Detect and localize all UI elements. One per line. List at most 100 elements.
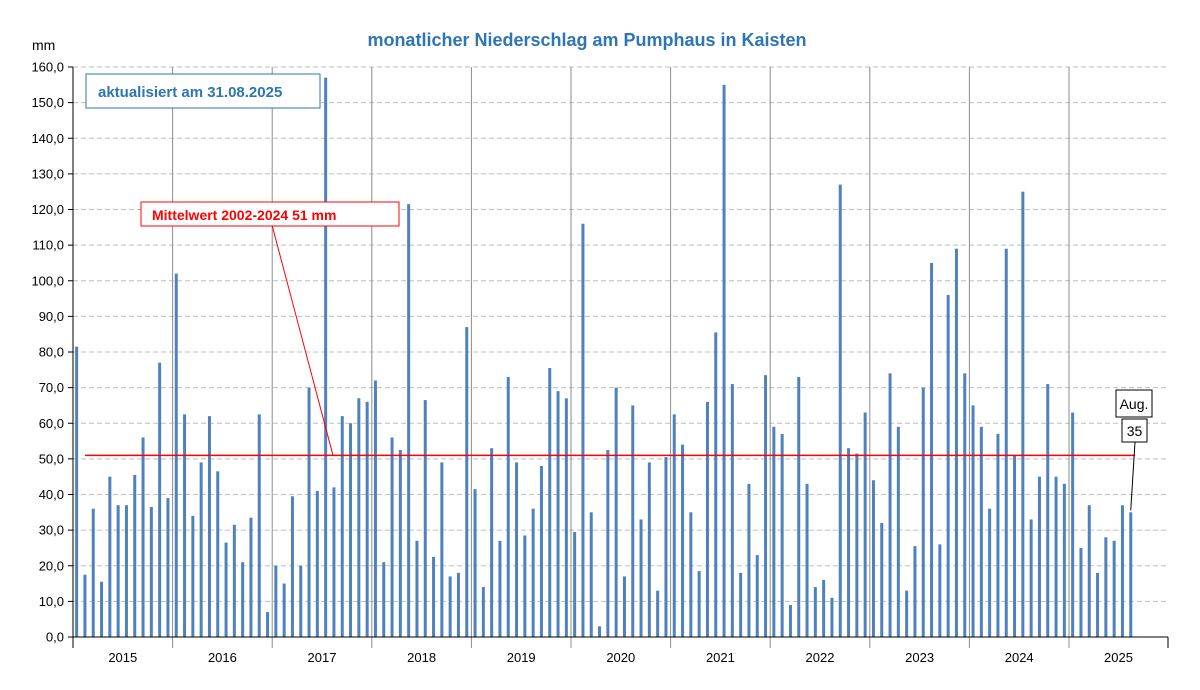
last-point-leader <box>1130 441 1136 511</box>
bar <box>805 483 809 637</box>
y-tick-label: 150,0 <box>31 95 64 110</box>
bar <box>564 398 568 637</box>
x-year-label: 2016 <box>208 650 237 665</box>
bar <box>199 462 203 637</box>
y-tick-label: 10,0 <box>39 594 64 609</box>
bar <box>722 84 726 637</box>
bar <box>432 556 436 637</box>
bar <box>149 506 153 637</box>
bar <box>75 346 79 637</box>
bars <box>75 77 1133 637</box>
bar <box>780 433 784 637</box>
bar <box>1079 547 1083 637</box>
bar <box>1004 248 1008 637</box>
bar <box>116 505 120 637</box>
bar <box>589 512 593 637</box>
bar <box>730 384 734 637</box>
bar <box>1037 476 1041 637</box>
year-dividers <box>172 67 1070 648</box>
bar <box>83 574 87 637</box>
bar <box>639 519 643 637</box>
bar <box>838 184 842 637</box>
bar <box>315 490 319 637</box>
mean-callout-label: Mittelwert 2002-2024 51 mm <box>152 207 336 223</box>
bar <box>664 457 668 637</box>
bar <box>847 448 851 637</box>
bar <box>91 508 95 637</box>
bar <box>822 580 826 637</box>
y-tick-label: 50,0 <box>39 451 64 466</box>
x-year-labels: 2015 2016 2017 2018 2019 2020 2021 2022 2023 2024… <box>108 650 1133 665</box>
mean-callout-leader <box>271 224 334 456</box>
bar <box>1096 572 1100 637</box>
bar <box>440 462 444 637</box>
bar <box>672 414 676 637</box>
bar <box>448 576 452 637</box>
x-year-label: 2020 <box>606 650 635 665</box>
bar <box>764 375 768 637</box>
y-tick-label: 70,0 <box>39 380 64 395</box>
bar <box>689 512 693 637</box>
bar <box>1054 476 1058 637</box>
gridlines <box>73 66 1168 602</box>
bar <box>398 449 402 637</box>
bar <box>871 480 875 637</box>
bar <box>1071 412 1075 637</box>
mean-callout-box <box>140 201 400 227</box>
y-tick-label: 120,0 <box>31 202 64 217</box>
annotations: aktualisiert am 31.08.2025 Aug. 35 <box>85 73 1153 511</box>
bar <box>681 444 685 637</box>
bar <box>556 391 560 637</box>
bar <box>1029 519 1033 637</box>
x-year-label: 2022 <box>806 650 835 665</box>
y-tick-label: 30,0 <box>39 523 64 538</box>
y-tick-label: 130,0 <box>31 166 64 181</box>
bar <box>166 498 170 637</box>
y-tick-label: 0,0 <box>46 630 64 645</box>
bar <box>340 416 344 637</box>
bar <box>631 405 635 637</box>
bar <box>614 387 618 637</box>
bar <box>606 449 610 637</box>
bar <box>747 483 751 637</box>
bar <box>481 587 485 637</box>
bar <box>622 576 626 637</box>
bar <box>548 368 552 637</box>
x-year-label: 2015 <box>108 650 137 665</box>
bar <box>755 555 759 637</box>
bar <box>490 448 494 637</box>
bar <box>357 398 361 637</box>
bar <box>382 562 386 637</box>
bar <box>191 515 195 637</box>
bar <box>1046 384 1050 637</box>
bar <box>888 373 892 637</box>
bar <box>158 362 162 637</box>
update-note: aktualisiert am 31.08.2025 <box>98 84 282 101</box>
bar <box>581 223 585 637</box>
y-tick-label: 20,0 <box>39 558 64 573</box>
bar <box>788 604 792 637</box>
bar <box>946 295 950 637</box>
bar <box>830 597 834 637</box>
bar <box>930 262 934 637</box>
x-year-label: 2023 <box>905 650 934 665</box>
bar <box>1112 540 1116 637</box>
chart-title: monatlicher Niederschlag am Pumphaus in … <box>367 30 806 50</box>
bar <box>1087 505 1091 637</box>
bar <box>954 248 958 637</box>
y-tick-labels: 0,0 10,0 20,0 30,0 40,0 50,0 60,0 70,0 80,0 90,0 1… <box>31 60 64 645</box>
bar <box>979 426 983 637</box>
bar <box>855 453 859 637</box>
bar <box>407 204 411 637</box>
bar <box>307 387 311 637</box>
bar <box>124 505 128 637</box>
update-note-box <box>85 73 321 109</box>
bar <box>241 562 245 637</box>
bar <box>390 437 394 637</box>
y-tick-label: 80,0 <box>39 345 64 360</box>
bar <box>1120 505 1124 637</box>
bar <box>539 466 543 637</box>
bar <box>573 531 577 637</box>
bar <box>921 387 925 637</box>
bar <box>523 535 527 637</box>
